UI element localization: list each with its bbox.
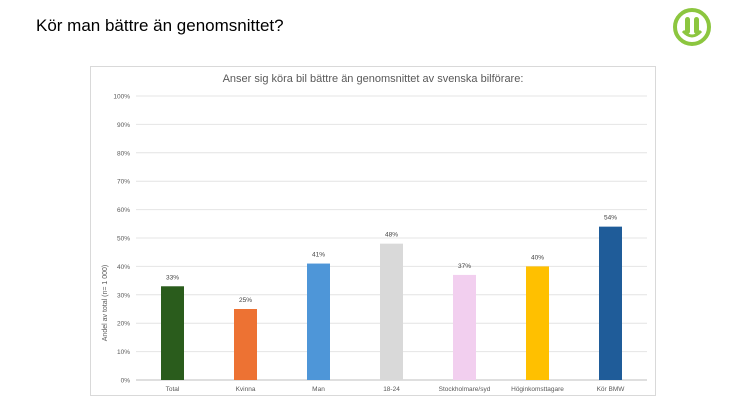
company-logo-icon	[673, 8, 711, 46]
data-label: 48%	[385, 232, 398, 239]
y-tick-label: 60%	[117, 207, 130, 214]
y-tick-label: 80%	[117, 150, 130, 157]
data-label: 40%	[531, 254, 544, 261]
y-tick-label: 40%	[117, 264, 130, 271]
data-label: 33%	[166, 274, 179, 281]
y-tick-label: 10%	[117, 349, 130, 356]
data-label: 37%	[458, 263, 471, 270]
x-tick-label: Höginkomsttagare	[511, 386, 564, 393]
y-tick-label: 100%	[113, 94, 130, 101]
bar	[526, 266, 549, 380]
x-tick-label: Kvinna	[236, 386, 256, 393]
x-tick-label: Total	[166, 386, 180, 393]
y-tick-label: 0%	[121, 378, 131, 385]
data-label: 54%	[604, 215, 617, 222]
slide-title: Kör man bättre än genomsnittet?	[36, 16, 284, 35]
bar	[599, 226, 622, 380]
bar	[380, 243, 403, 380]
y-axis-label: Andel av total (n= 1 000)	[102, 265, 109, 341]
x-tick-label: Kör BMW	[597, 386, 626, 393]
data-label: 41%	[312, 252, 325, 259]
chart-frame: Anser sig köra bil bättre än genomsnitte…	[90, 66, 656, 396]
x-tick-label: 18-24	[383, 386, 400, 393]
data-label: 25%	[239, 297, 252, 304]
bar	[307, 263, 330, 380]
chart-title: Anser sig köra bil bättre än genomsnitte…	[222, 73, 524, 85]
y-tick-label: 70%	[117, 179, 130, 186]
y-tick-label: 50%	[117, 236, 130, 243]
bar	[453, 274, 476, 380]
y-tick-label: 20%	[117, 321, 130, 328]
bar	[234, 309, 257, 380]
y-tick-label: 30%	[117, 292, 130, 299]
bar	[161, 286, 184, 380]
y-tick-label: 90%	[117, 122, 130, 129]
bar-chart: Andel av total (n= 1 000) 0% 10% 20% 30% 40%…	[102, 94, 647, 393]
x-tick-label: Man	[312, 386, 325, 393]
x-tick-label: Stockholmare/syd	[439, 386, 491, 393]
